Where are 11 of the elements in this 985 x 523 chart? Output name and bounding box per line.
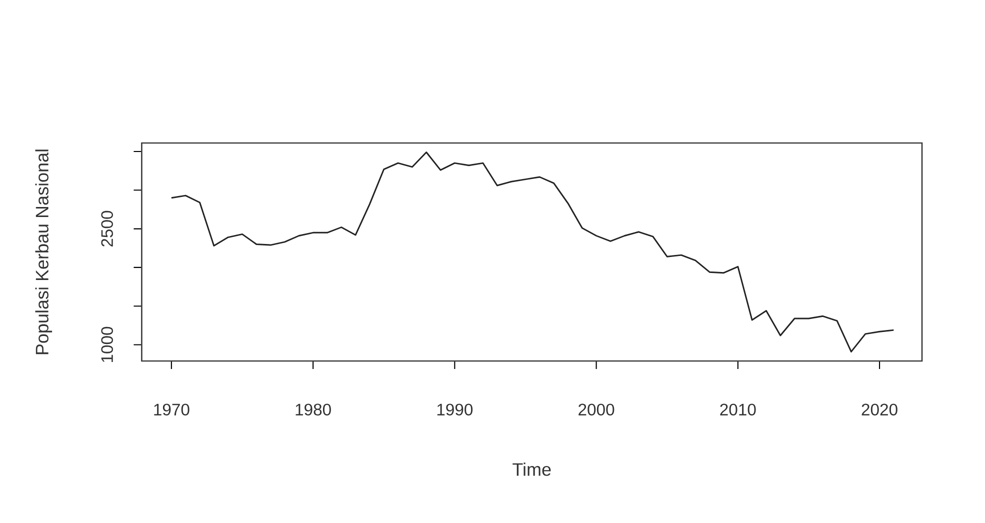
x-tick-label: 2020 [862,404,898,416]
x-tick-label: 1980 [296,404,331,416]
y-tick-label: 1000 [101,326,114,362]
x-tick-label: 1970 [154,404,190,416]
x-axis-title: Time [512,462,551,476]
y-axis-title: Populasi Kerbau Nasional [35,150,52,354]
x-tick-label: 1990 [437,404,473,416]
x-tick-label: 2000 [578,404,614,416]
x-tick-label: 2010 [720,404,756,416]
line-series [170,152,894,352]
y-tick-label: 2500 [101,210,114,246]
